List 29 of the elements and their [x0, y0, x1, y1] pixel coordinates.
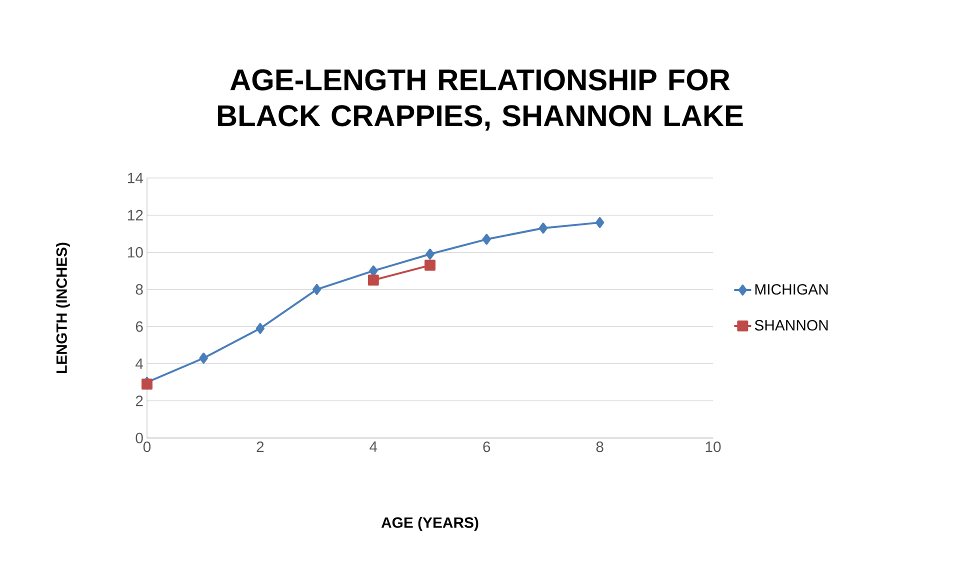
point	[538, 222, 548, 234]
y-tick-label: 4	[136, 358, 144, 369]
x-tick-label: 4	[370, 442, 378, 452]
y-tick-label: 8	[136, 284, 143, 295]
point	[369, 265, 378, 276]
point	[424, 260, 436, 271]
x-tick-label: 0	[143, 442, 151, 452]
y-tick-label: 12	[128, 210, 143, 220]
y-tick-label: 0	[136, 432, 143, 444]
legend-label: MICHIGAN	[755, 284, 828, 295]
point	[595, 217, 604, 228]
x-tick-label: 8	[596, 442, 604, 452]
y-tick-label: 6	[136, 321, 143, 332]
x-tick-label: 10	[706, 442, 721, 452]
y-axis-title: LENGTH (INCHES)	[56, 242, 70, 373]
point	[256, 322, 265, 334]
y-tick-label: 2	[136, 396, 143, 406]
point	[482, 234, 491, 245]
x-tick-label: 6	[483, 442, 490, 452]
y-tick-label: 14	[128, 172, 144, 184]
x-axis-title: AGE (YEARS)	[381, 516, 478, 531]
point	[199, 352, 208, 364]
point	[312, 284, 322, 295]
point	[368, 274, 379, 286]
x-tick-label: 2	[256, 442, 264, 452]
chart-title: AGE-LENGTH RELATIONSHIP FOR BLACK CRAPPIES, SHANNON LAKE	[218, 69, 743, 131]
y-tick-label: 10	[128, 246, 143, 258]
point	[426, 248, 434, 260]
legend-label: SHANNON	[754, 320, 828, 331]
